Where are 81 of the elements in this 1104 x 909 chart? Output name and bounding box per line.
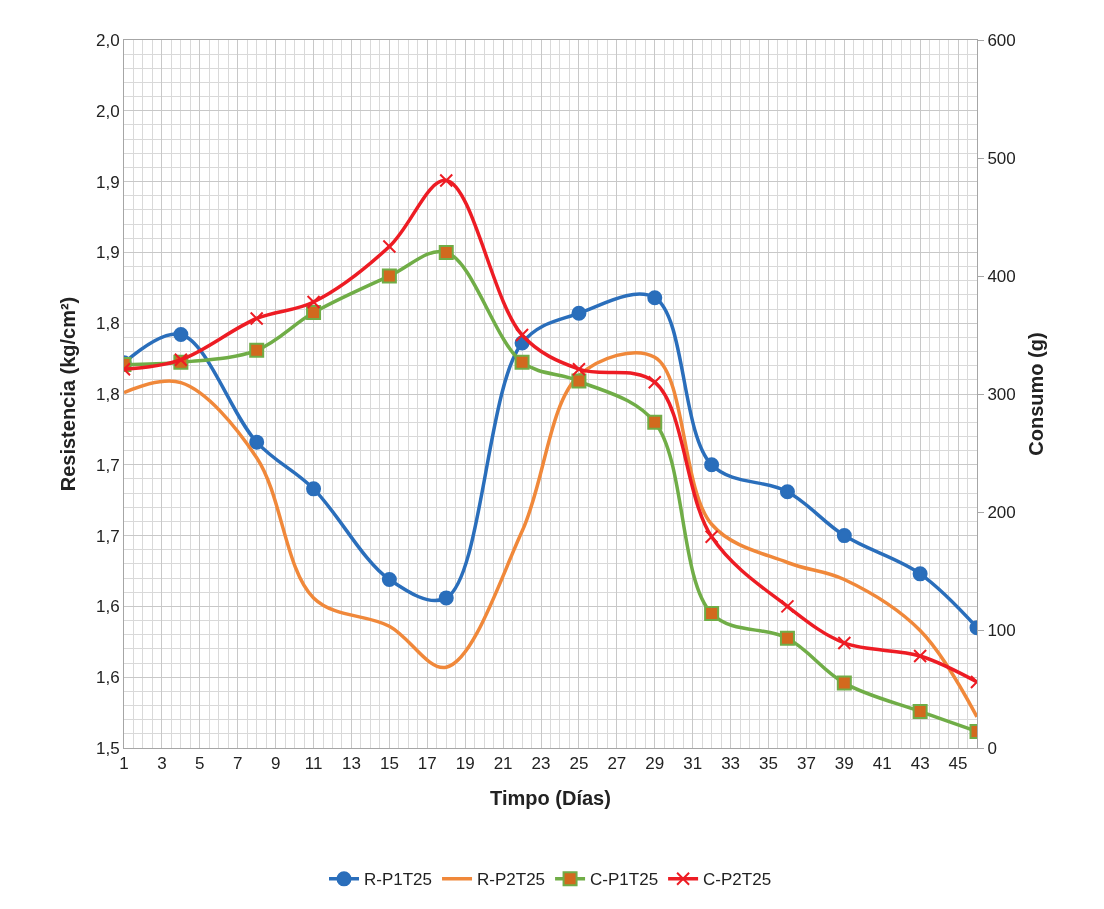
y-tick-label: 1,9 <box>95 172 120 192</box>
point <box>704 529 719 544</box>
x-tick-label: 19 <box>455 754 475 774</box>
x-tick-label: 35 <box>759 754 778 774</box>
point <box>306 481 322 497</box>
point <box>647 290 663 306</box>
point <box>438 244 454 260</box>
point <box>571 305 587 321</box>
x-tick-label: 43 <box>910 754 930 774</box>
point <box>382 239 397 254</box>
point <box>249 311 264 326</box>
x-tick-label: 9 <box>270 754 281 774</box>
point <box>438 590 454 606</box>
y2-axis-title: Consumo (g) <box>1025 332 1048 456</box>
point <box>249 434 265 450</box>
legend-label: C-P1T25 <box>590 870 659 890</box>
point <box>779 630 795 646</box>
x-tick-label: 31 <box>683 754 703 774</box>
x-tick-label: 7 <box>233 754 243 774</box>
x-tick-label: 11 <box>304 754 323 774</box>
point <box>514 354 530 370</box>
y-tick-label: 2,0 <box>95 101 120 121</box>
x-tick-label: 27 <box>607 754 627 774</box>
x-axis-title: Timpo (Días) <box>490 786 611 809</box>
point <box>173 327 189 343</box>
y2-tick-label: 200 <box>987 502 1016 522</box>
y2-tick-label: 100 <box>987 620 1016 640</box>
y-tick-label: 1,6 <box>95 668 120 688</box>
x-tick-label: 17 <box>417 754 437 774</box>
x-tick-label: 15 <box>379 754 399 774</box>
point <box>439 173 454 188</box>
point <box>571 373 587 389</box>
point <box>306 294 321 309</box>
y-tick-label: 1,8 <box>95 314 120 334</box>
point <box>780 599 795 614</box>
x-tick-label: 25 <box>569 754 589 774</box>
x-tick-label: 37 <box>796 754 816 774</box>
x-tick-label: 1 <box>119 754 129 774</box>
point <box>836 675 852 691</box>
point <box>647 375 662 390</box>
x-tick-label: 41 <box>872 754 892 774</box>
point <box>249 342 265 358</box>
legend-label: R-P1T25 <box>364 870 433 890</box>
point <box>381 268 397 284</box>
y2-tick-label: 300 <box>987 384 1016 404</box>
y-tick-label: 1,8 <box>95 384 120 404</box>
y-tick-label: 1,7 <box>95 455 120 475</box>
point <box>779 484 795 500</box>
y2-tick-label: 600 <box>987 30 1016 50</box>
point <box>912 703 928 719</box>
point <box>837 635 852 650</box>
x-tick-label: 13 <box>342 754 361 774</box>
y2-tick-label: 400 <box>987 266 1016 286</box>
y2-tick-label: 500 <box>987 148 1016 168</box>
x-tick-label: 21 <box>493 754 513 774</box>
y2-tick-label: 0 <box>987 738 997 758</box>
point <box>571 362 586 377</box>
point <box>515 328 530 342</box>
y-tick-label: 1,9 <box>95 243 120 263</box>
y-axis-title: Resistencia (kg/cm²) <box>57 296 80 492</box>
point <box>913 648 928 663</box>
point <box>704 457 720 473</box>
x-tick-label: 39 <box>834 754 854 774</box>
y-tick-label: 2,0 <box>95 30 120 50</box>
x-tick-label: 23 <box>531 754 551 774</box>
x-tick-label: 3 <box>157 754 167 774</box>
y-tick-label: 1,7 <box>95 526 120 546</box>
point <box>704 605 720 621</box>
legend-label: C-P2T25 <box>703 870 772 890</box>
point <box>306 305 322 321</box>
legend-label: R-P2T25 <box>477 870 546 890</box>
point <box>836 528 852 544</box>
y-tick-label: 1,6 <box>95 597 120 617</box>
x-tick-label: 33 <box>721 754 741 774</box>
point <box>912 566 928 582</box>
x-tick-label: 29 <box>645 754 665 774</box>
y-tick-label: 1,5 <box>95 738 120 758</box>
x-tick-label: 5 <box>195 754 205 774</box>
x-tick-label: 45 <box>948 754 968 774</box>
point <box>381 572 397 587</box>
point <box>647 414 663 430</box>
